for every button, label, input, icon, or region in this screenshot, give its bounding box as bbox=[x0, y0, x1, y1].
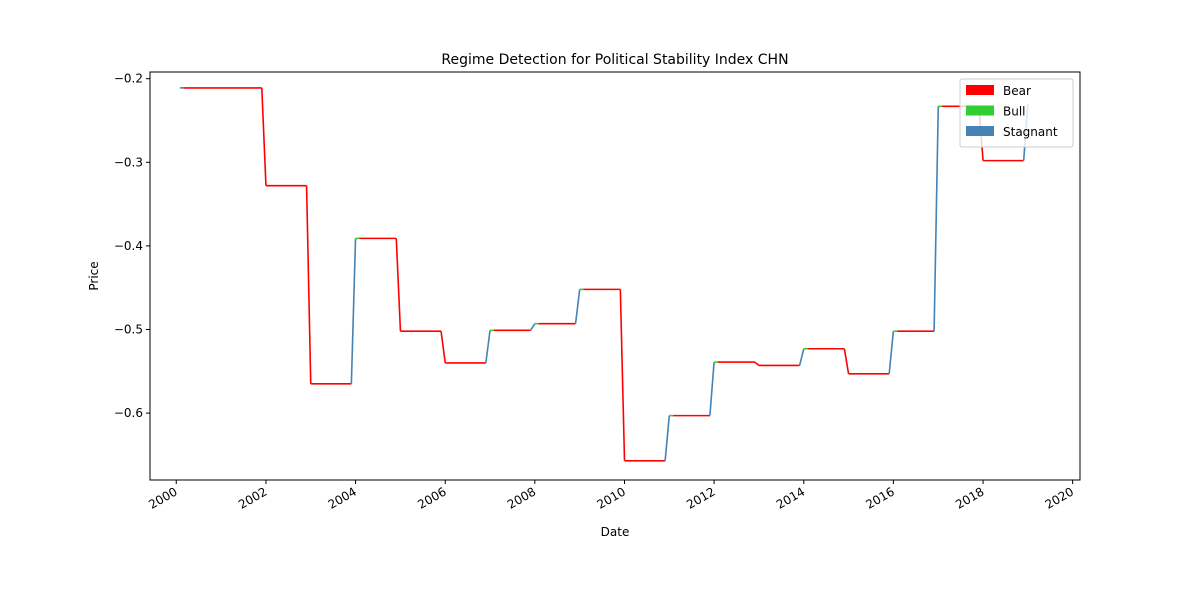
plot-frame bbox=[149, 71, 1081, 481]
series-segment-stagnant bbox=[798, 348, 805, 366]
series-segment-bear bbox=[305, 185, 312, 384]
legend: Bear Bull Stagnant bbox=[959, 78, 1074, 148]
series-segment-stagnant bbox=[664, 415, 671, 461]
series-segment-stagnant bbox=[574, 289, 581, 324]
y-axis: −0.6 −0.5 −0.4 −0.3 −0.2 bbox=[114, 72, 150, 420]
legend-label-bull: Bull bbox=[1003, 105, 1026, 119]
y-axis-title: Price bbox=[87, 261, 101, 290]
series-segment-stagnant bbox=[709, 362, 715, 416]
y-tick-label: −0.3 bbox=[114, 155, 143, 169]
chart-title: Regime Detection for Political Stability… bbox=[441, 52, 788, 68]
legend-swatch-bear bbox=[966, 85, 994, 95]
legend-label-bear: Bear bbox=[1003, 84, 1031, 98]
series-segment-stagnant bbox=[888, 331, 895, 374]
series-segment-bear bbox=[395, 238, 402, 332]
series-segment-bear bbox=[754, 361, 760, 367]
series-segment-bear bbox=[440, 331, 447, 364]
legend-swatch-bull bbox=[966, 105, 994, 116]
series-segment-stagnant bbox=[350, 238, 357, 384]
series-segment-bear bbox=[843, 348, 850, 374]
series-segment-stagnant bbox=[529, 323, 536, 331]
x-axis-title: Date bbox=[601, 525, 630, 539]
y-tick-label: −0.6 bbox=[114, 406, 143, 420]
legend-label-stagnant: Stagnant bbox=[1003, 125, 1058, 139]
y-tick-label: −0.5 bbox=[114, 323, 143, 337]
series-segment-stagnant bbox=[933, 106, 940, 332]
y-tick-label: −0.2 bbox=[114, 72, 143, 86]
series-layer bbox=[180, 87, 1029, 462]
series-segment-bear bbox=[619, 289, 626, 461]
legend-swatch-stagnant bbox=[966, 126, 994, 136]
series-segment-stagnant bbox=[485, 330, 491, 364]
series-segment-bear bbox=[260, 87, 267, 186]
y-tick-label: −0.4 bbox=[114, 239, 143, 253]
